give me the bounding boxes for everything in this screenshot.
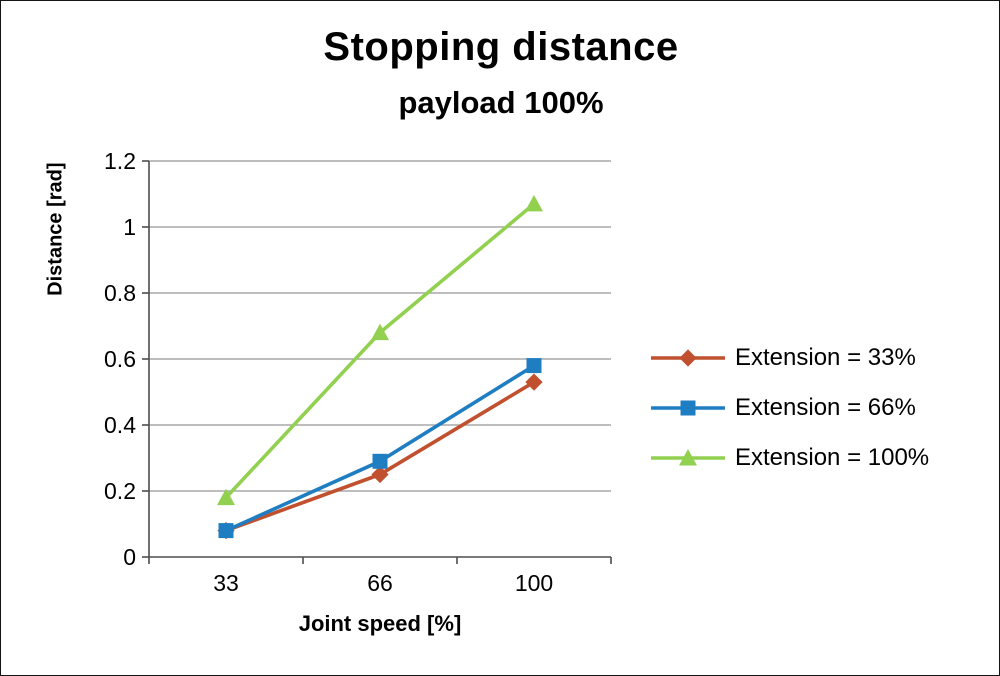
legend-swatch-extension-66 [651,400,725,416]
y-tick-label: 1.2 [104,149,136,174]
series-marker [372,453,388,469]
legend: Extension = 33% Extension = 66% Extensio… [649,339,929,477]
plot-area: 0 0.2 0.4 0.6 0.8 1 1.2 33 66 100 [104,149,612,596]
legend-item: Extension = 66% [649,389,929,427]
legend-marker [679,449,697,466]
x-axis-title: Joint speed [%] [298,611,462,636]
x-tick-label: 100 [515,570,553,596]
series-marker [218,523,234,539]
y-tick-label: 0.2 [104,478,136,504]
series-marker [525,373,543,391]
y-tick-label: 0.4 [104,412,136,438]
legend-label: Extension = 100% [735,444,930,471]
y-tick-label: 1 [123,214,136,240]
legend-label: Extension = 66% [735,394,916,421]
x-tick-label: 66 [367,570,393,596]
x-tick-label: 33 [213,570,239,596]
legend-marker [680,400,696,416]
legend-swatch-extension-100 [651,449,725,466]
series-line [224,202,536,500]
series-marker [371,465,389,484]
y-tick-label: 0.6 [104,346,136,372]
legend-swatch-extension-33 [651,349,725,367]
legend-marker [679,349,697,367]
legend-item: Extension = 100% [649,439,929,477]
legend-item: Extension = 33% [649,339,929,377]
series-marker [526,358,542,374]
legend-label: Extension = 33% [735,344,916,371]
y-tick-label: 0 [123,544,136,570]
series-marker [525,194,543,212]
series-marker [371,323,389,341]
series-marker [217,488,235,506]
chart-subtitle: payload 100% [398,85,604,120]
y-tick-label: 0.8 [104,280,136,306]
chart-title: Stopping distance [323,25,679,69]
